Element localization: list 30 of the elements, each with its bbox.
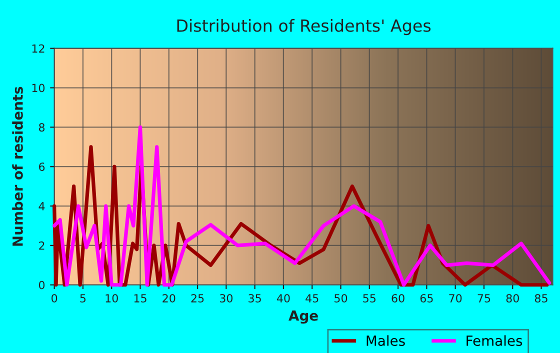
x-tick-label: 15 [134,294,146,302]
x-tick-label: 55 [363,294,376,302]
legend-label: Males [366,335,405,346]
x-tick-label: 10 [106,294,118,302]
x-tick-label: 65 [420,294,433,302]
x-tick-label: 75 [478,294,490,302]
y-tick-label: 6 [39,162,45,171]
x-tick-label: 20 [162,294,176,302]
chart-title: Distribution of Residents' Ages [177,19,431,36]
x-tick-label: 45 [306,294,318,302]
x-tick-label: 25 [191,294,204,302]
x-tick-label: 35 [248,294,261,302]
x-tick-label: 80 [506,294,519,302]
y-tick-label: 10 [32,84,45,92]
y-tick-label: 8 [38,123,45,132]
y-tick-label: 4 [38,202,45,210]
x-tick-label: 5 [80,294,86,302]
x-tick-label: 60 [392,294,404,302]
legend-label: Females [466,335,522,346]
x-tick-label: 40 [276,294,290,302]
x-tick-label: 30 [220,294,233,302]
y-tick-label: 0 [38,280,45,290]
x-tick-label: 85 [534,294,548,302]
y-axis-title: Number of residents [12,86,23,246]
x-axis-title: Age [288,310,318,324]
x-tick-label: 50 [334,294,348,302]
x-tick-label: 70 [449,294,462,302]
y-tick-label: 12 [32,44,44,53]
x-tick-label: 0 [52,294,58,302]
y-tick-label: 2 [39,241,44,250]
